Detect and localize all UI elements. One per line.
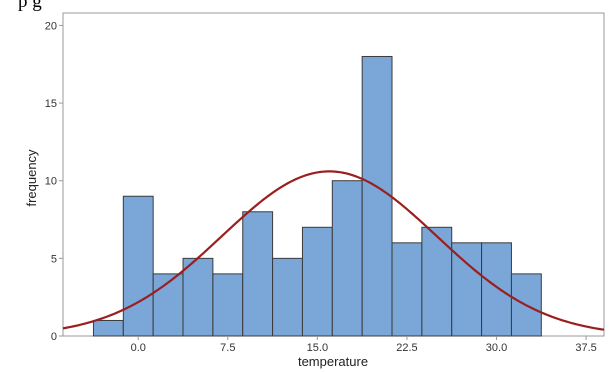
x-axis-title: temperature	[298, 354, 368, 369]
histogram-bar	[273, 258, 303, 336]
histogram-bar	[302, 227, 332, 336]
histogram-bar	[362, 56, 392, 336]
x-tick-label: 0.0	[131, 342, 146, 354]
histogram-bar	[422, 227, 452, 336]
x-tick-label: 30.0	[486, 342, 507, 354]
x-tick-label: 22.5	[396, 342, 417, 354]
y-axis-title: frequency	[24, 149, 39, 207]
histogram-bar	[482, 243, 512, 336]
x-tick-label: 7.5	[220, 342, 235, 354]
histogram-bar	[332, 181, 362, 336]
histogram-bar	[123, 196, 153, 336]
histogram-bar	[452, 243, 482, 336]
x-tick-label: 15.0	[307, 342, 328, 354]
histogram-bar	[213, 274, 243, 336]
x-tick-label: 37.5	[575, 342, 596, 354]
y-tick-label: 0	[51, 331, 57, 343]
y-tick-label: 10	[45, 176, 57, 188]
histogram-bar	[183, 258, 213, 336]
histogram-bar	[243, 212, 273, 336]
histogram-bar	[93, 320, 123, 336]
y-tick-label: 20	[45, 20, 57, 32]
y-tick-label: 15	[45, 98, 57, 110]
y-tick-label: 5	[51, 253, 57, 265]
histogram-bar	[392, 243, 422, 336]
